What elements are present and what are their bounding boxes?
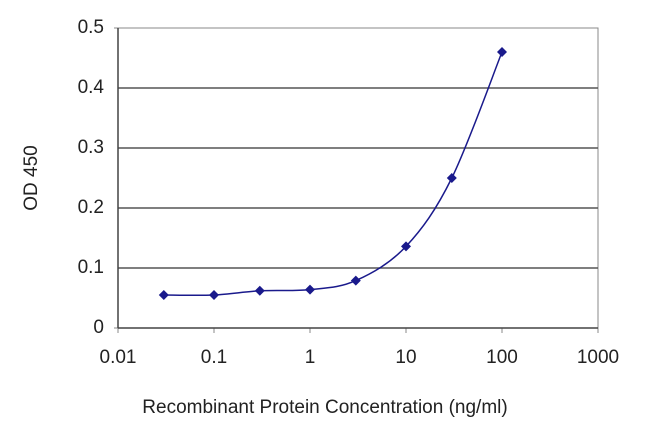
x-tick-label: 0.01 <box>100 347 137 368</box>
y-tick-label: 0.5 <box>78 17 104 38</box>
data-point <box>401 241 411 252</box>
data-point <box>158 290 169 300</box>
y-tick-label: 0 <box>93 317 104 338</box>
x-tick-label: 0.1 <box>201 347 227 368</box>
data-point <box>350 275 361 286</box>
x-tick-label: 10 <box>395 347 416 368</box>
data-point <box>254 285 265 296</box>
x-tick-label: 1 <box>305 347 316 368</box>
data-point <box>209 290 219 300</box>
y-tick-label: 0.1 <box>78 257 104 278</box>
y-axis-label: OD 450 <box>21 145 42 210</box>
data-point <box>497 47 507 57</box>
y-tick-label: 0.4 <box>78 77 105 98</box>
data-point <box>305 284 315 295</box>
data-point <box>446 173 457 183</box>
y-tick-label: 0.3 <box>78 137 104 158</box>
y-tick-label: 0.2 <box>78 197 104 218</box>
x-tick-label: 100 <box>486 347 518 368</box>
x-axis-label: Recombinant Protein Concentration (ng/ml… <box>142 397 507 418</box>
x-tick-label: 1000 <box>577 347 619 368</box>
